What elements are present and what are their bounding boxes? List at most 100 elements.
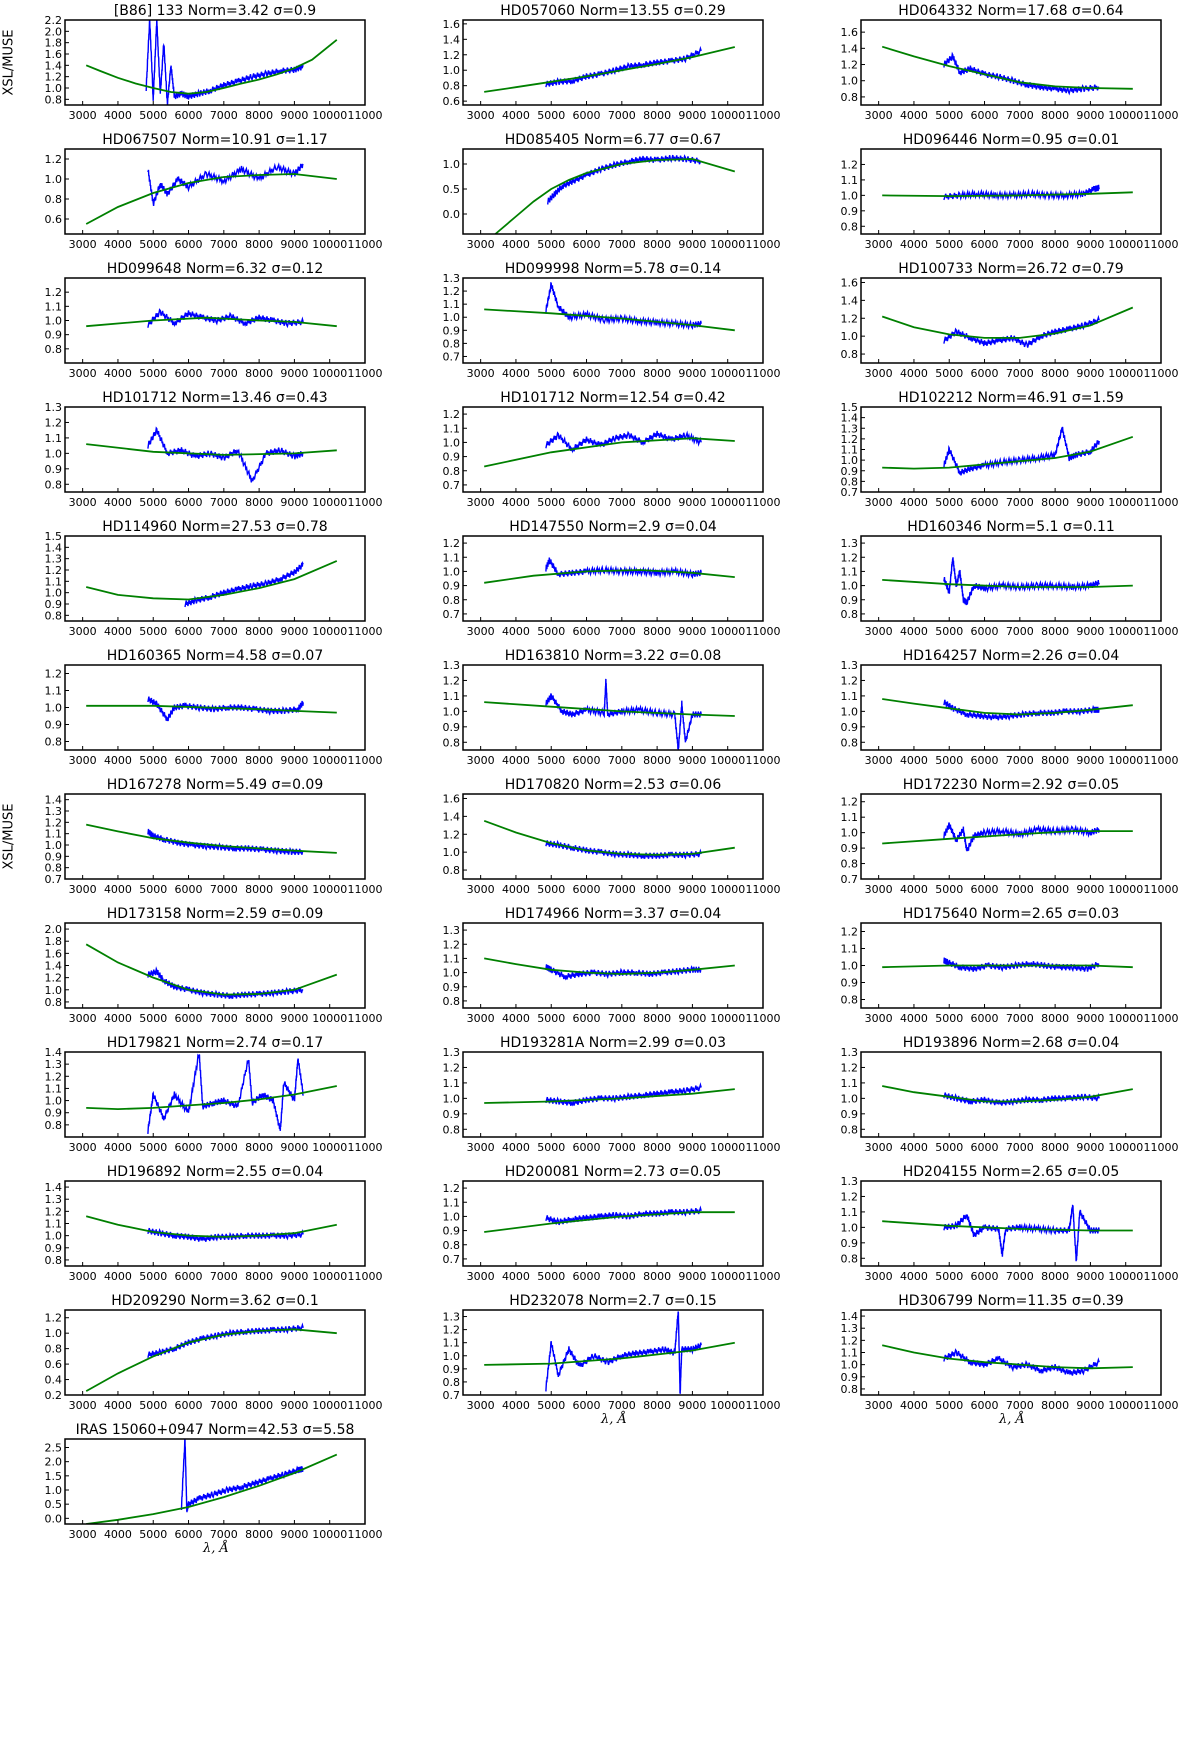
x-tick-label: 9000 xyxy=(678,238,706,251)
x-tick-label: 4000 xyxy=(104,1270,132,1283)
x-tick-label: 8000 xyxy=(245,1012,273,1025)
spectrum-plot: 3000 4000 5000 6000 7000 8000 9000 10000 11000 0.… xyxy=(443,922,781,1025)
y-tick-label: 1.8 xyxy=(45,37,63,50)
spectrum-panel: HD160346 Norm=5.1 σ=0.11 3000 4000 5000 6000… xyxy=(806,518,1196,646)
x-tick-label: 11000 xyxy=(1144,367,1179,380)
x-tick-label: 5000 xyxy=(935,1012,963,1025)
observed-spectrum-line xyxy=(147,162,304,206)
x-tick-label: 6000 xyxy=(971,754,999,767)
y-tick-label: 0.7 xyxy=(443,608,461,621)
y-tick-label: 1.1 xyxy=(45,685,63,698)
y-tick-label: 0.9 xyxy=(841,721,859,734)
x-tick-label: 8000 xyxy=(1041,883,1069,896)
y-tick-label: 1.3 xyxy=(45,1193,63,1206)
y-tick-label: 1.2 xyxy=(841,312,859,325)
x-tick-label: 3000 xyxy=(69,754,97,767)
x-tick-label: 4000 xyxy=(104,883,132,896)
fit-curve-line xyxy=(85,39,338,95)
x-tick-label: 10000 xyxy=(1108,367,1143,380)
y-tick-label: 1.0 xyxy=(841,705,859,718)
x-tick-label: 8000 xyxy=(643,238,671,251)
panel-title: HD147550 Norm=2.9 σ=0.04 xyxy=(509,519,717,535)
x-tick-label: 7000 xyxy=(608,883,636,896)
panel-title: HD232078 Norm=2.7 σ=0.15 xyxy=(509,1293,717,1309)
y-tick-label: 1.2 xyxy=(443,1182,461,1195)
y-tick-label: 0.9 xyxy=(45,719,63,732)
x-tick-label: 7000 xyxy=(210,754,238,767)
panel-title: HD306799 Norm=11.35 σ=0.39 xyxy=(898,1293,1124,1309)
spectrum-plot: 3000 4000 5000 6000 7000 8000 9000 10000 11000 0.… xyxy=(841,276,1179,380)
y-tick-label: 1.3 xyxy=(841,1322,859,1335)
y-tick-label: 1.0 xyxy=(443,158,461,171)
x-tick-label: 5000 xyxy=(139,754,167,767)
panel-title: HD114960 Norm=27.53 σ=0.78 xyxy=(102,519,328,535)
y-tick-label: 1.1 xyxy=(443,690,461,703)
x-tick-label: 11000 xyxy=(348,883,383,896)
x-tick-label: 9000 xyxy=(678,754,706,767)
y-tick-label: 1.1 xyxy=(45,1218,63,1231)
y-tick-label: 1.4 xyxy=(45,59,63,72)
x-tick-label: 8000 xyxy=(245,109,273,122)
x-tick-label: 3000 xyxy=(865,109,893,122)
x-tick-label: 4000 xyxy=(900,754,928,767)
x-tick-label: 3000 xyxy=(865,496,893,509)
y-tick-label: 0.8 xyxy=(443,864,461,877)
panel-title: HD096446 Norm=0.95 σ=0.01 xyxy=(902,132,1120,148)
x-tick-label: 10000 xyxy=(710,625,745,638)
observed-spectrum-line xyxy=(545,45,702,88)
y-tick-label: 1.2 xyxy=(45,153,63,166)
x-tick-label: 7000 xyxy=(210,1528,238,1541)
x-tick-label: 5000 xyxy=(935,625,963,638)
y-tick-label: 1.2 xyxy=(443,537,461,550)
y-tick-label: 0.8 xyxy=(841,1383,859,1396)
spectrum-plot: 3000 4000 5000 6000 7000 8000 9000 10000 11000 0.… xyxy=(841,535,1179,638)
y-tick-label: 0.8 xyxy=(45,343,63,356)
x-tick-label: 6000 xyxy=(573,367,601,380)
spectrum-panel: HD167278 Norm=5.49 σ=0.09 XSL/MUSE 3000 400… xyxy=(1,776,400,904)
y-tick-label: 0.7 xyxy=(45,873,63,886)
spectrum-plot: 3000 4000 5000 6000 7000 8000 9000 10000 11000 0.… xyxy=(443,148,781,251)
x-tick-label: 11000 xyxy=(1144,238,1179,251)
y-tick-label: 1.1 xyxy=(443,551,461,564)
x-tick-label: 10000 xyxy=(312,1141,347,1154)
x-tick-label: 7000 xyxy=(210,625,238,638)
y-tick-label: 0.8 xyxy=(45,478,63,491)
x-tick-label: 6000 xyxy=(573,496,601,509)
y-tick-label: 0.8 xyxy=(841,348,859,361)
observed-spectrum-line xyxy=(943,1348,1100,1376)
x-tick-label: 11000 xyxy=(1144,1399,1179,1412)
y-tick-label: 1.0 xyxy=(443,967,461,980)
y-tick-label: 1.4 xyxy=(841,412,859,425)
x-tick-label: 3000 xyxy=(467,1399,495,1412)
x-tick-label: 11000 xyxy=(348,1528,383,1541)
y-tick-label: 1.3 xyxy=(443,659,461,672)
y-tick-label: 1.0 xyxy=(45,173,63,186)
observed-spectrum-line xyxy=(943,557,1100,606)
y-tick-label: 1.0 xyxy=(443,436,461,449)
x-tick-label: 8000 xyxy=(245,754,273,767)
axes-frame xyxy=(462,1180,764,1267)
x-tick-label: 8000 xyxy=(643,754,671,767)
x-tick-label: 6000 xyxy=(175,1012,203,1025)
x-tick-label: 6000 xyxy=(971,496,999,509)
x-tick-label: 10000 xyxy=(312,1270,347,1283)
panel-title: HD200081 Norm=2.73 σ=0.05 xyxy=(504,1164,722,1180)
panel-title: HD101712 Norm=12.54 σ=0.42 xyxy=(500,390,726,406)
y-tick-label: 0.9 xyxy=(45,598,63,611)
panel-title: HD204155 Norm=2.65 σ=0.05 xyxy=(902,1164,1120,1180)
y-tick-label: 1.0 xyxy=(841,1221,859,1234)
y-tick-label: 1.2 xyxy=(45,972,63,985)
x-tick-label: 5000 xyxy=(537,238,565,251)
y-tick-label: 0.9 xyxy=(443,1108,461,1121)
x-tick-label: 7000 xyxy=(1006,1141,1034,1154)
y-tick-label: 0.9 xyxy=(841,842,859,855)
x-tick-label: 11000 xyxy=(1144,496,1179,509)
y-tick-label: 1.1 xyxy=(45,432,63,445)
panel-title: HD170820 Norm=2.53 σ=0.06 xyxy=(504,777,722,793)
x-tick-label: 5000 xyxy=(935,367,963,380)
x-axis-label: λ, Å xyxy=(203,1541,229,1556)
x-tick-label: 5000 xyxy=(935,883,963,896)
fit-curve-line xyxy=(881,1344,1133,1370)
x-tick-label: 9000 xyxy=(280,496,308,509)
spectrum-panel: HD174966 Norm=3.37 σ=0.04 3000 4000 5000 600… xyxy=(408,905,798,1033)
